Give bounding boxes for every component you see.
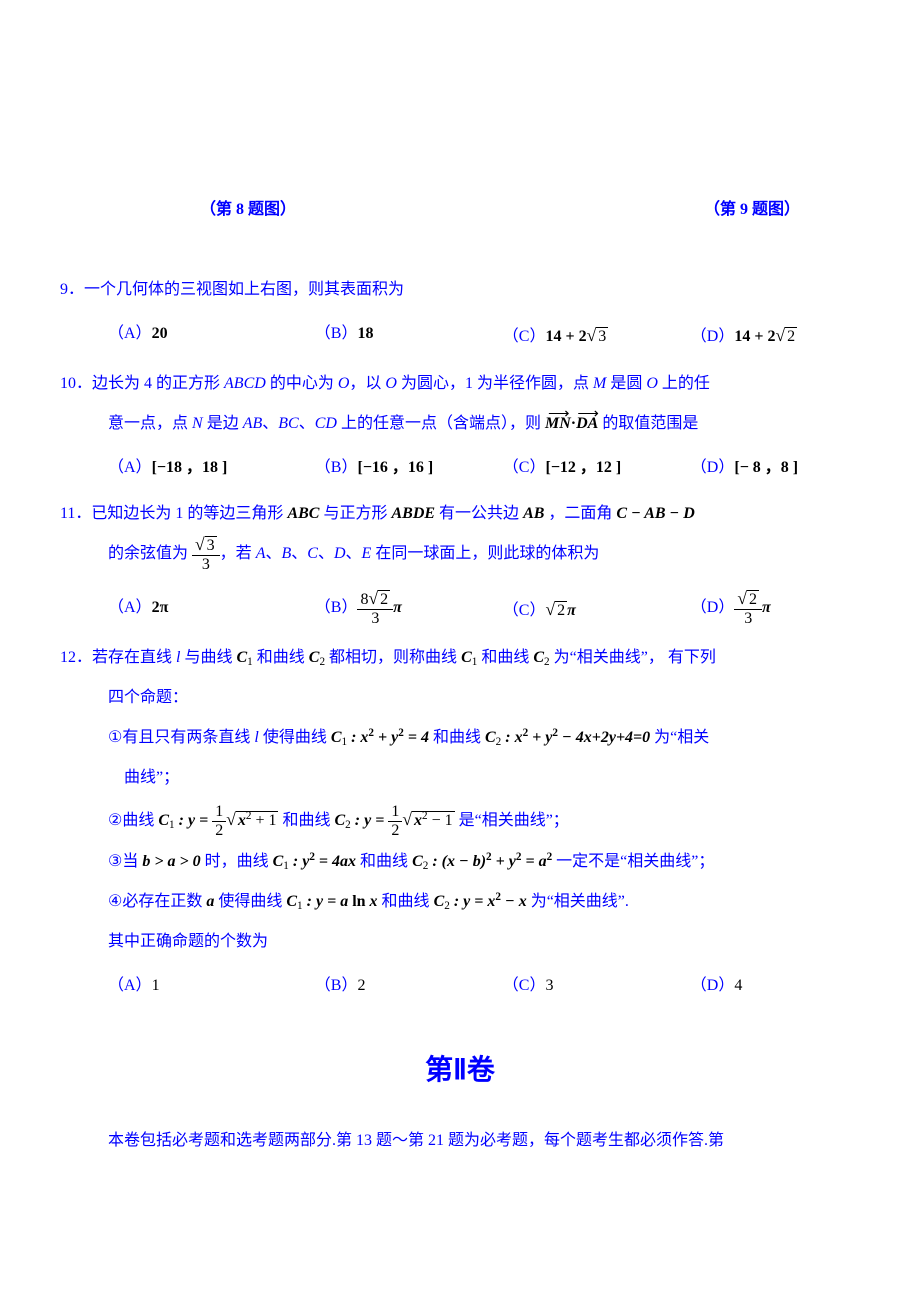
q10-stem-line2: 意一点，点 N 是边 AB、BC、CD 上的任意一点（含端点），则 ⟶MN·⟶D… [60,404,860,444]
q10-choice-d: （D）[− 8 ，8 ] [691,448,860,488]
fig9-label: （第 9 题图） [704,190,800,230]
q9-choice-d: （D）14 + 22 [691,314,860,358]
q12-choice-c: （C）3 [503,966,691,1006]
q12-prop4: ④必存在正数 a 使得曲线 C1 : y = a ln x 和曲线 C2 : y… [60,882,860,922]
q11-choice-c: （C）2π [503,588,691,632]
fig8-label: （第 8 题图） [200,190,296,230]
q9-choice-b: （B）18 [315,314,503,358]
q11-choice-b: （B）823π [315,588,503,632]
q9-choice-c: （C）14 + 23 [503,314,691,358]
problem-9: 9．一个几何体的三视图如上右图，则其表面积为 （A）20 （B）18 （C）14… [60,270,860,358]
q10-choice-b: （B）[−16 ，16 ] [315,448,503,488]
q10-choice-c: （C）[−12 ，12 ] [503,448,691,488]
section2-note: 本卷包括必考题和选考题两部分.第 13 题～第 21 题为必考题，每个题考生都必… [60,1124,860,1158]
q11-stem-line2: 的余弦值为 33，若 A、B、C、D、E 在同一球面上，则此球的体积为 [60,534,860,574]
q12-choice-b: （B）2 [315,966,503,1006]
q10-choices: （A）[−18 ，18 ] （B）[−16 ，16 ] （C）[−12 ，12 … [60,448,860,488]
q12-choice-d: （D）4 [691,966,860,1006]
q12-summary: 其中正确命题的个数为 [60,922,860,962]
q10-choice-a: （A）[−18 ，18 ] [108,448,315,488]
q12-prop1: ①有且只有两条直线 l 使得曲线 C1 : x2 + y2 = 4 和曲线 C2… [60,718,860,758]
section2-title: 第Ⅱ卷 [60,1036,860,1106]
q12-prop3: ③当 b > a > 0 时，曲线 C1 : y2 = 4ax 和曲线 C2 :… [60,842,860,882]
q9-stem: 9．一个几何体的三视图如上右图，则其表面积为 [60,270,860,310]
q12-prop2: ②曲线 C1 : y = 12x2 + 1 和曲线 C2 : y = 12x2 … [60,798,860,842]
q11-choices: （A）2π （B）823π （C）2π （D）23π [60,588,860,632]
q12-choice-a: （A）1 [108,966,315,1006]
problem-11: 11．已知边长为 1 的等边三角形 ABC 与正方形 ABDE 有一公共边 AB… [60,494,860,632]
q9-choice-a: （A）20 [108,314,315,358]
problem-10: 10．边长为 4 的正方形 ABCD 的中心为 O，以 O 为圆心，1 为半径作… [60,364,860,488]
problem-12: 12．若存在直线 l 与曲线 C1 和曲线 C2 都相切，则称曲线 C1 和曲线… [60,638,860,1006]
q12-choices: （A）1 （B）2 （C）3 （D）4 [60,966,860,1006]
q11-stem-line1: 11．已知边长为 1 的等边三角形 ABC 与正方形 ABDE 有一公共边 AB… [60,494,860,534]
q11-choice-a: （A）2π [108,588,315,632]
q10-stem-line1: 10．边长为 4 的正方形 ABCD 的中心为 O，以 O 为圆心，1 为半径作… [60,364,860,404]
q12-prop1-line2: 曲线”； [60,758,860,798]
q12-stem-line1: 12．若存在直线 l 与曲线 C1 和曲线 C2 都相切，则称曲线 C1 和曲线… [60,638,860,678]
q11-choice-d: （D）23π [691,588,860,632]
figure-labels: （第 8 题图） （第 9 题图） [60,190,860,230]
q12-stem-line2: 四个命题： [60,678,860,718]
q9-choices: （A）20 （B）18 （C）14 + 23 （D）14 + 22 [60,314,860,358]
